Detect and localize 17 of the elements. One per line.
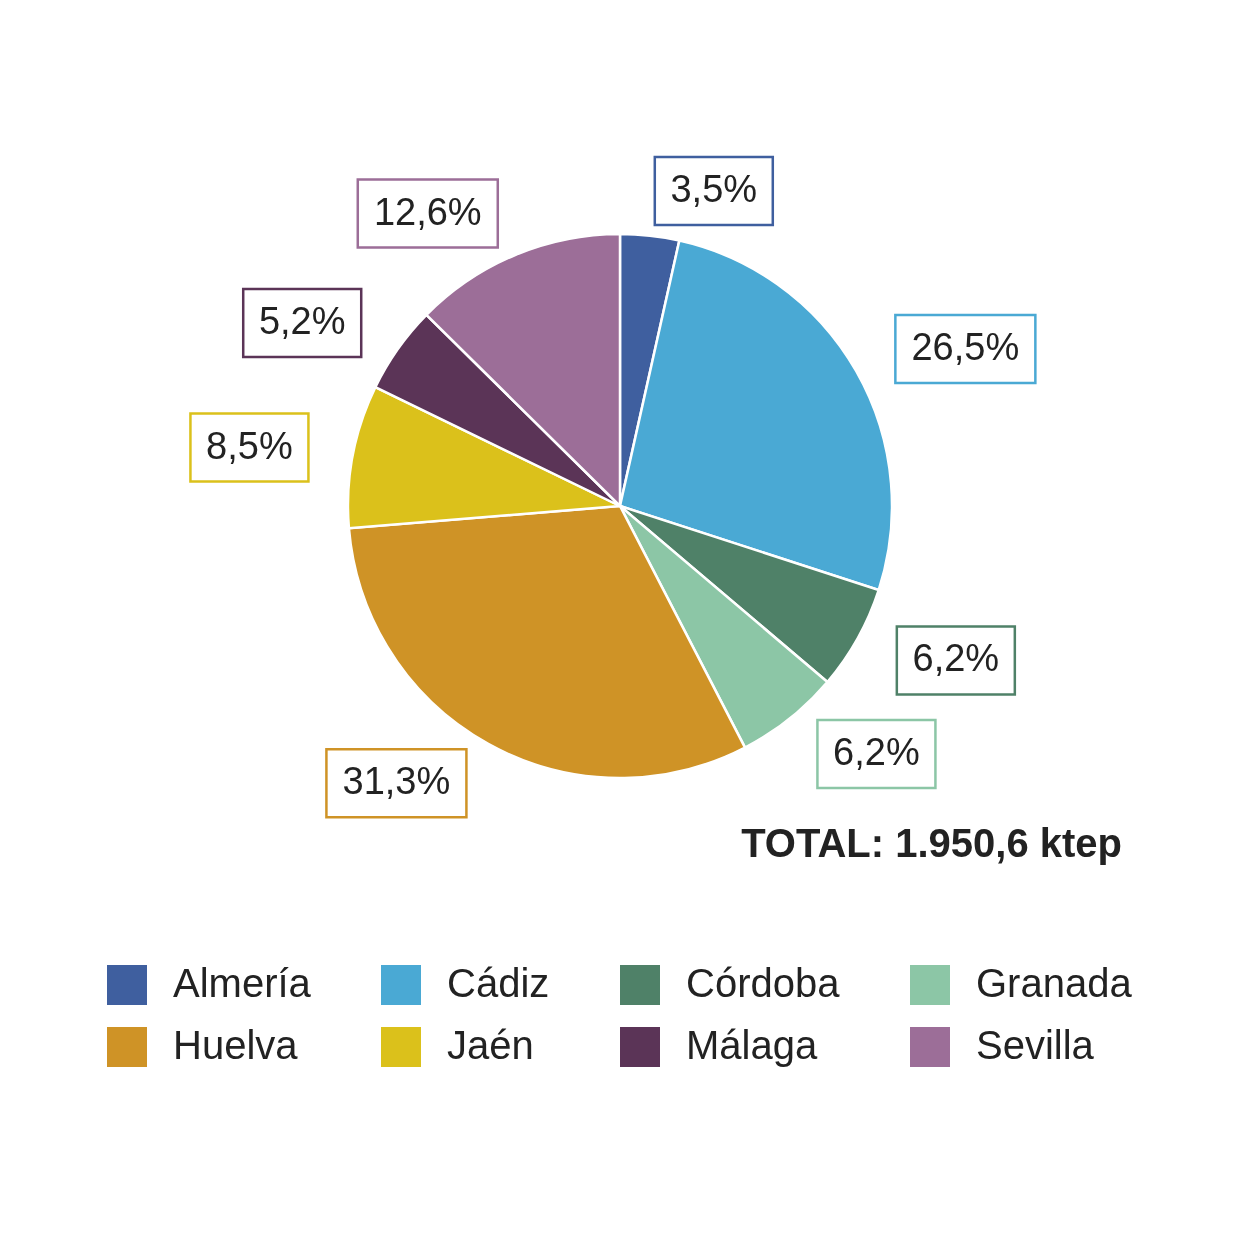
legend-label: Granada [976,961,1133,1005]
legend-label: Cádiz [447,961,550,1005]
data-label: 31,3% [342,760,451,803]
text: TOTAL: 1.950,6 ktep [741,821,1122,865]
data-label: 3,5% [670,167,758,210]
legend-label: Jaén [447,1023,534,1067]
data-label: 5,2% [258,299,346,342]
data-label: 6,2% [912,637,1000,680]
data-label: 26,5% [911,325,1020,368]
legend-label: Málaga [686,1023,818,1067]
legend-label: Sevilla [976,1023,1095,1067]
data-label: 6,2% [833,731,920,774]
legend-label: Huelva [173,1023,299,1067]
data-label: 8,5% [206,424,293,467]
data-label: 12,6% [373,190,482,233]
legend-label: Almería [173,961,312,1005]
legend-label: Córdoba [686,961,841,1005]
